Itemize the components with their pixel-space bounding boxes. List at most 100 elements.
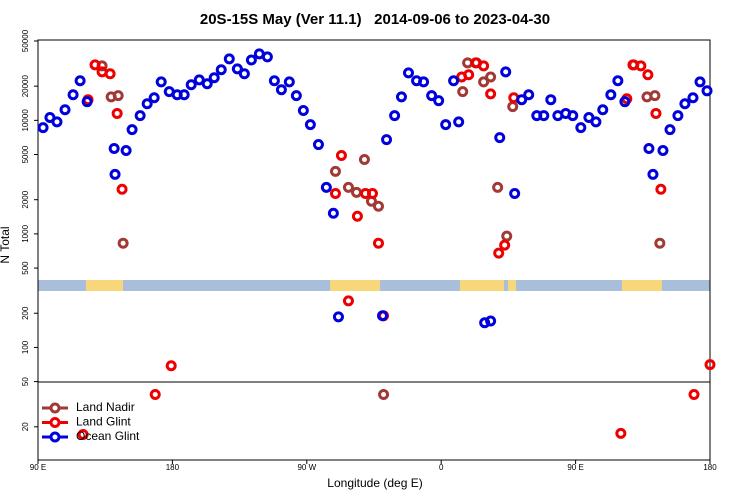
point — [117, 237, 129, 249]
point — [120, 145, 132, 157]
point — [440, 119, 452, 131]
point — [694, 76, 706, 88]
point — [74, 75, 86, 87]
point — [116, 183, 128, 195]
point — [304, 119, 316, 131]
y-tick-label: 2000 — [21, 190, 30, 208]
point — [650, 107, 662, 119]
point — [509, 187, 521, 199]
point — [615, 427, 627, 439]
point — [109, 168, 121, 180]
point — [238, 68, 250, 80]
point — [201, 78, 213, 90]
x-tick-label: 180 — [166, 463, 180, 472]
point — [433, 95, 445, 107]
point — [516, 94, 528, 106]
point — [672, 110, 684, 122]
point — [643, 142, 655, 154]
y-tick-label: 50000 — [21, 29, 30, 52]
point — [655, 183, 667, 195]
point — [223, 53, 235, 65]
plot-frame — [37, 39, 711, 461]
y-tick-label: 500 — [21, 261, 30, 275]
surface-strip — [38, 280, 710, 291]
y-tick-label: 100 — [21, 340, 30, 354]
legend-marker — [49, 431, 61, 443]
point — [642, 69, 654, 81]
point — [649, 90, 661, 102]
point — [283, 76, 295, 88]
point — [112, 90, 124, 102]
point — [647, 168, 659, 180]
point — [457, 86, 469, 98]
point — [329, 165, 341, 177]
point — [111, 107, 123, 119]
point — [81, 96, 93, 108]
x-tick-label: 0 — [439, 463, 444, 472]
y-tick-label: 50 — [21, 377, 30, 386]
point — [367, 187, 379, 199]
point — [619, 96, 631, 108]
point — [149, 389, 161, 401]
point — [351, 210, 363, 222]
point — [485, 88, 497, 100]
x-tick-label: 180 — [703, 463, 717, 472]
point — [332, 311, 344, 323]
point — [261, 51, 273, 63]
y-tick-label: 1000 — [21, 224, 30, 242]
point — [377, 310, 389, 322]
point — [538, 110, 550, 122]
land-strip — [508, 280, 516, 291]
point — [605, 89, 617, 101]
point — [329, 187, 341, 199]
point — [688, 389, 700, 401]
land-strip — [86, 280, 123, 291]
point — [134, 110, 146, 122]
land-strip — [330, 280, 380, 291]
point — [402, 67, 414, 79]
point — [704, 359, 716, 371]
y-tick-label: 200 — [21, 306, 30, 320]
point — [215, 64, 227, 76]
point — [523, 89, 535, 101]
y-tick-label: 5000 — [21, 145, 30, 163]
point — [67, 89, 79, 101]
point — [165, 360, 177, 372]
point — [104, 68, 116, 80]
point — [664, 124, 676, 136]
point — [500, 66, 512, 78]
point — [126, 124, 138, 136]
point — [679, 98, 691, 110]
point — [590, 116, 602, 128]
point — [178, 89, 190, 101]
x-tick-label: 90 E — [30, 463, 46, 472]
point — [395, 91, 407, 103]
point — [342, 295, 354, 307]
point — [208, 72, 220, 84]
point — [499, 239, 511, 251]
point — [485, 71, 497, 83]
point — [494, 132, 506, 144]
point — [327, 207, 339, 219]
point — [342, 181, 354, 193]
point — [148, 92, 160, 104]
point — [358, 153, 370, 165]
point — [37, 122, 49, 134]
point — [378, 389, 390, 401]
point — [612, 75, 624, 87]
point — [297, 105, 309, 117]
point — [108, 142, 120, 154]
point — [479, 317, 491, 329]
legend-label: Land Glint — [76, 415, 131, 429]
point — [493, 247, 505, 259]
point — [245, 54, 257, 66]
legend-label: Ocean Glint — [76, 429, 140, 443]
x-tick-label: 90 W — [297, 463, 316, 472]
point — [312, 139, 324, 151]
series — [37, 48, 713, 329]
point — [463, 69, 475, 81]
point — [485, 315, 497, 327]
land-strip — [460, 280, 504, 291]
